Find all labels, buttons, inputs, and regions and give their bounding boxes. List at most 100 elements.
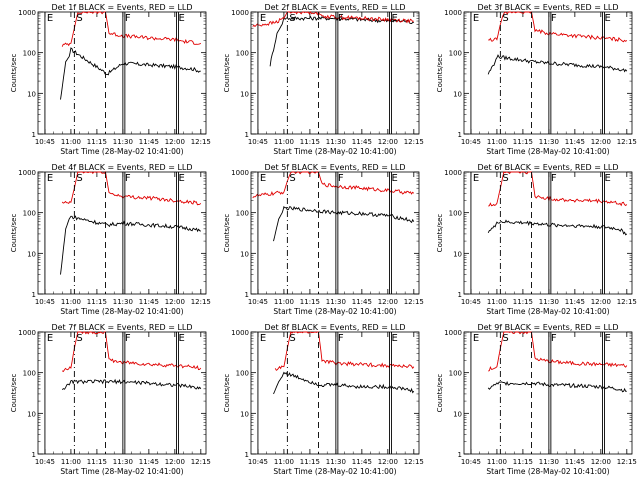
x-axis-label: Start Time (28-May-02 10:41:00) bbox=[60, 467, 183, 476]
marker-label: F bbox=[551, 13, 557, 24]
series-line-lld bbox=[488, 331, 628, 372]
marker-label: S bbox=[76, 333, 82, 344]
y-tick-label: 100 bbox=[449, 50, 462, 58]
x-tick-label: 11:15 bbox=[513, 298, 533, 306]
marker-label: E bbox=[260, 173, 266, 184]
series-line-lld bbox=[61, 331, 202, 373]
x-tick-label: 12:00 bbox=[165, 298, 185, 306]
y-axis-label: Counts/sec bbox=[223, 214, 231, 253]
y-tick-label: 100 bbox=[23, 370, 36, 378]
panel-title: Det 6f BLACK = Events, RED = LLD bbox=[477, 163, 618, 172]
x-axis-label: Start Time (28-May-02 10:41:00) bbox=[273, 147, 396, 156]
plot-frame bbox=[250, 11, 420, 135]
y-tick-label: 1 bbox=[458, 291, 462, 299]
x-tick-label: 10:45 bbox=[248, 458, 268, 466]
plot-frame bbox=[37, 11, 207, 135]
x-tick-label: 11:15 bbox=[300, 138, 320, 146]
y-axis-label: Counts/sec bbox=[436, 54, 444, 93]
marker-label: S bbox=[502, 333, 508, 344]
panel-title: Det 8f BLACK = Events, RED = LLD bbox=[264, 323, 405, 332]
x-tick-label: 11:15 bbox=[300, 298, 320, 306]
y-axis-label: Counts/sec bbox=[10, 374, 18, 413]
x-tick-label: 11:45 bbox=[352, 458, 372, 466]
y-tick-label: 1 bbox=[245, 131, 249, 139]
marker-label: E bbox=[392, 13, 398, 24]
x-tick-label: 11:15 bbox=[87, 298, 107, 306]
y-tick-label: 10 bbox=[240, 90, 249, 98]
plot-frame bbox=[463, 331, 633, 455]
marker-label: F bbox=[338, 13, 344, 24]
series-line-events bbox=[487, 219, 628, 236]
x-tick-label: 11:00 bbox=[487, 138, 507, 146]
x-tick-label: 11:45 bbox=[565, 458, 585, 466]
x-tick-label: 11:00 bbox=[274, 458, 294, 466]
y-axis-label: Counts/sec bbox=[10, 214, 18, 253]
x-axis-label: Start Time (28-May-02 10:41:00) bbox=[60, 147, 183, 156]
panel-det-8: Det 8f BLACK = Events, RED = LLD 1 10 100 10… bbox=[223, 323, 424, 476]
series-line-events bbox=[60, 215, 201, 275]
panel-title: Det 5f BLACK = Events, RED = LLD bbox=[264, 163, 405, 172]
y-tick-label: 1000 bbox=[18, 169, 36, 177]
series-line-lld bbox=[61, 11, 202, 47]
x-axis-label: Start Time (28-May-02 10:41:00) bbox=[486, 307, 609, 316]
x-tick-label: 11:45 bbox=[139, 138, 159, 146]
panel-title: Det 9f BLACK = Events, RED = LLD bbox=[477, 323, 618, 332]
y-tick-label: 10 bbox=[240, 250, 249, 258]
marker-label: E bbox=[473, 13, 479, 24]
marker-label: S bbox=[76, 13, 82, 24]
series-line-events bbox=[60, 47, 201, 100]
marker-label: S bbox=[502, 173, 508, 184]
x-tick-label: 12:15 bbox=[404, 458, 424, 466]
x-tick-label: 10:45 bbox=[35, 138, 55, 146]
x-tick-label: 11:30 bbox=[113, 298, 133, 306]
series-line-events bbox=[487, 54, 628, 75]
y-tick-label: 1 bbox=[458, 451, 462, 459]
x-tick-label: 10:45 bbox=[248, 138, 268, 146]
y-tick-label: 10 bbox=[27, 410, 36, 418]
y-tick-label: 1000 bbox=[444, 169, 462, 177]
x-tick-label: 12:15 bbox=[404, 138, 424, 146]
marker-label: S bbox=[289, 173, 295, 184]
y-tick-label: 10 bbox=[27, 250, 36, 258]
panel-title: Det 3f BLACK = Events, RED = LLD bbox=[477, 3, 618, 12]
marker-label: E bbox=[605, 13, 611, 24]
marker-label: S bbox=[289, 13, 295, 24]
panel-title: Det 4f BLACK = Events, RED = LLD bbox=[51, 163, 192, 172]
y-tick-label: 100 bbox=[236, 370, 249, 378]
x-tick-label: 11:45 bbox=[352, 138, 372, 146]
y-tick-label: 1000 bbox=[18, 329, 36, 337]
marker-label: S bbox=[289, 333, 295, 344]
x-tick-label: 11:00 bbox=[61, 138, 81, 146]
x-tick-label: 11:00 bbox=[274, 138, 294, 146]
y-tick-label: 1 bbox=[458, 131, 462, 139]
panel-title: Det 1f BLACK = Events, RED = LLD bbox=[51, 3, 192, 12]
y-axis-label: Counts/sec bbox=[10, 54, 18, 93]
panel-det-7: Det 7f BLACK = Events, RED = LLD 1 10 100 10… bbox=[10, 323, 211, 476]
x-tick-label: 10:45 bbox=[461, 138, 481, 146]
x-tick-label: 11:30 bbox=[539, 458, 559, 466]
series-line-events bbox=[61, 378, 202, 390]
x-tick-label: 11:15 bbox=[300, 458, 320, 466]
marker-label: E bbox=[260, 333, 266, 344]
plot-frame bbox=[463, 171, 633, 295]
x-tick-label: 11:45 bbox=[565, 298, 585, 306]
marker-label: F bbox=[125, 333, 131, 344]
marker-label: F bbox=[338, 333, 344, 344]
x-tick-label: 12:00 bbox=[378, 298, 398, 306]
marker-label: E bbox=[605, 173, 611, 184]
y-tick-label: 1000 bbox=[231, 329, 249, 337]
x-tick-label: 11:15 bbox=[513, 458, 533, 466]
y-tick-label: 100 bbox=[236, 50, 249, 58]
marker-label: E bbox=[392, 173, 398, 184]
marker-label: E bbox=[260, 13, 266, 24]
x-tick-label: 12:00 bbox=[378, 138, 398, 146]
series-line-lld bbox=[488, 171, 628, 207]
marker-label: E bbox=[605, 333, 611, 344]
panel-title: Det 7f BLACK = Events, RED = LLD bbox=[51, 323, 192, 332]
y-tick-label: 1 bbox=[32, 291, 36, 299]
y-tick-label: 10 bbox=[453, 410, 462, 418]
panel-det-2: Det 2f BLACK = Events, RED = LLD 1 10 100 10… bbox=[223, 3, 424, 156]
x-tick-label: 12:00 bbox=[591, 458, 611, 466]
x-tick-label: 11:15 bbox=[87, 458, 107, 466]
